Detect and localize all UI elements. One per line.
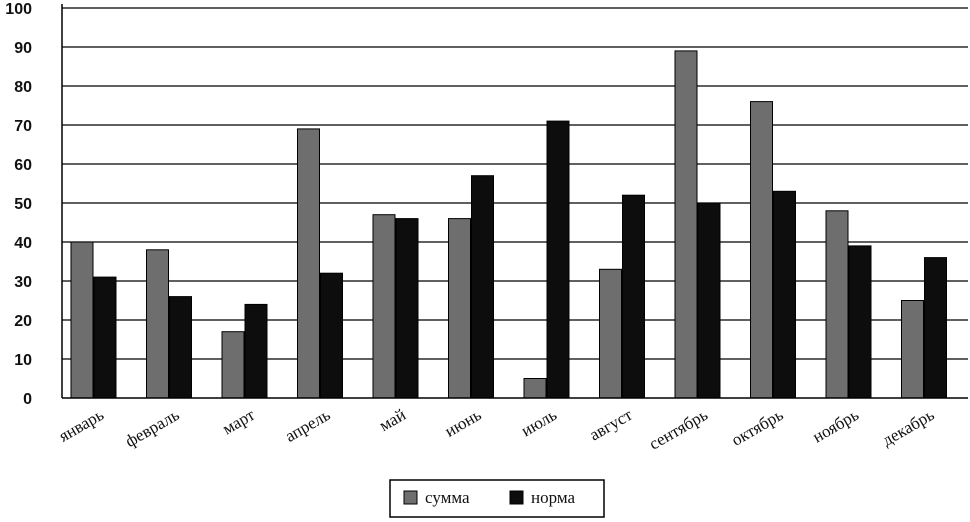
y-tick-label: 10 xyxy=(14,352,32,369)
x-category-label: ноябрь xyxy=(809,405,862,447)
bar-norma xyxy=(622,194,645,399)
y-tick-label: 90 xyxy=(14,40,32,57)
legend-label-norma: норма xyxy=(531,488,575,507)
x-axis-category-labels: январь февраль март апрель май июнь июль август… xyxy=(55,405,937,454)
bar-summa xyxy=(750,101,773,399)
bar-norma xyxy=(924,257,947,399)
bar-summa xyxy=(674,50,698,399)
x-category-label: февраль xyxy=(122,405,183,451)
x-category-label: октябрь xyxy=(728,405,787,450)
bar-norma xyxy=(546,120,570,399)
y-tick-label: 0 xyxy=(23,391,32,408)
bars xyxy=(70,50,947,399)
bar-norma xyxy=(697,202,721,399)
y-tick-label: 20 xyxy=(14,313,32,330)
legend: сумма норма xyxy=(389,479,605,518)
gridlines xyxy=(62,7,968,360)
x-category-label: август xyxy=(586,405,636,445)
y-tick-label: 50 xyxy=(14,196,32,213)
x-category-label: январь xyxy=(55,405,107,446)
x-category-label: май xyxy=(376,405,409,435)
bar-norma xyxy=(244,303,268,399)
x-category-label: июль xyxy=(518,405,560,440)
x-category-label: март xyxy=(219,405,258,439)
bar-summa xyxy=(297,128,320,399)
y-tick-label: 70 xyxy=(14,118,32,135)
y-axis-tick-labels: 0 10 20 30 40 50 60 70 80 90 100 xyxy=(5,1,32,408)
x-category-label: июнь xyxy=(442,405,485,441)
x-category-label: сентябрь xyxy=(646,405,711,454)
bar-summa xyxy=(372,214,396,399)
legend-label-summa: сумма xyxy=(425,488,470,507)
bar-norma xyxy=(169,296,192,399)
bar-summa xyxy=(70,241,94,399)
bar-norma xyxy=(93,276,117,399)
bar-summa xyxy=(221,331,245,399)
y-tick-label: 60 xyxy=(14,157,32,174)
legend-swatch-norma xyxy=(509,490,524,505)
axes xyxy=(61,4,968,399)
bar-summa xyxy=(146,249,169,399)
x-category-label: декабрь xyxy=(879,405,938,450)
bar-summa xyxy=(523,378,547,399)
legend-box xyxy=(389,479,605,518)
bar-summa xyxy=(599,268,622,399)
bar-norma xyxy=(395,218,419,399)
bar-norma xyxy=(471,175,494,399)
x-category-label: апрель xyxy=(282,405,334,446)
legend-swatch-summa xyxy=(403,490,418,505)
y-tick-label: 100 xyxy=(5,1,32,18)
y-tick-label: 40 xyxy=(14,235,32,252)
bar-norma xyxy=(773,190,796,399)
bar-summa xyxy=(825,210,849,399)
y-tick-label: 80 xyxy=(14,79,32,96)
bar-summa xyxy=(901,300,924,399)
bar-summa xyxy=(448,218,471,399)
y-tick-label: 30 xyxy=(14,274,32,291)
bar-norma xyxy=(848,245,872,399)
bar-norma xyxy=(320,272,343,399)
